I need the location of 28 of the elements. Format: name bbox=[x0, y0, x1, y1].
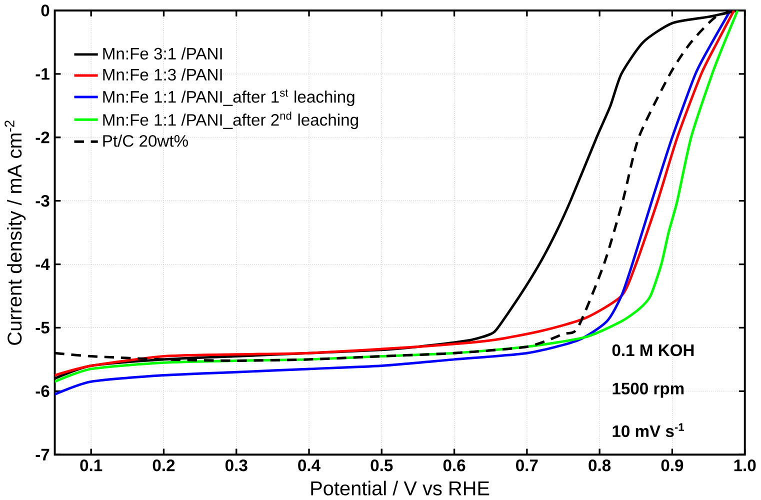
y-tick-label: 0 bbox=[41, 4, 50, 16]
x-tick-label: 0.6 bbox=[443, 459, 466, 472]
x-tick-label: 0.7 bbox=[516, 459, 538, 472]
y-tick-label: -3 bbox=[36, 194, 50, 207]
y-tick-label: -6 bbox=[36, 385, 50, 398]
x-tick-label: 0.9 bbox=[661, 459, 684, 472]
x-tick-label: 0.8 bbox=[588, 459, 611, 472]
y-tick-label: -1 bbox=[36, 68, 50, 80]
legend-label: Mn:Fe 1:3 /PANI bbox=[103, 68, 222, 81]
y-tick-label: -7 bbox=[36, 448, 50, 460]
x-tick-label: 0.5 bbox=[370, 459, 393, 472]
x-tick-label: 0.4 bbox=[298, 459, 320, 472]
annotation: 10 mV s$^{-1}$ bbox=[612, 423, 684, 438]
y-tick-label: -5 bbox=[36, 322, 50, 334]
y-tick-label: -2 bbox=[36, 132, 50, 144]
legend-label: Mn:Fe 1:1 /PANI_after 2$^{nd}$ leaching bbox=[103, 112, 358, 130]
x-axis-title: Potential / V vs RHE bbox=[311, 480, 490, 496]
legend-label: Mn:Fe 3:1 /PANI bbox=[103, 47, 222, 60]
legend-label: Pt/C 20wt% bbox=[103, 134, 188, 147]
y-tick-label: -4 bbox=[36, 258, 50, 270]
x-tick-label: 0.1 bbox=[80, 459, 102, 472]
annotation: 0.1 M KOH bbox=[612, 344, 694, 356]
x-tick-label: 0.3 bbox=[225, 459, 248, 472]
annotation: 1500 rpm bbox=[612, 382, 684, 398]
x-tick-label: 1.0 bbox=[734, 459, 756, 472]
legend-label: Mn:Fe 1:1 /PANI_after 1$^{st}$ leaching bbox=[103, 89, 354, 106]
y-axis-title: Current density / mA cm$^{-2}$ bbox=[4, 120, 26, 345]
x-tick-label: 0.2 bbox=[152, 459, 175, 472]
